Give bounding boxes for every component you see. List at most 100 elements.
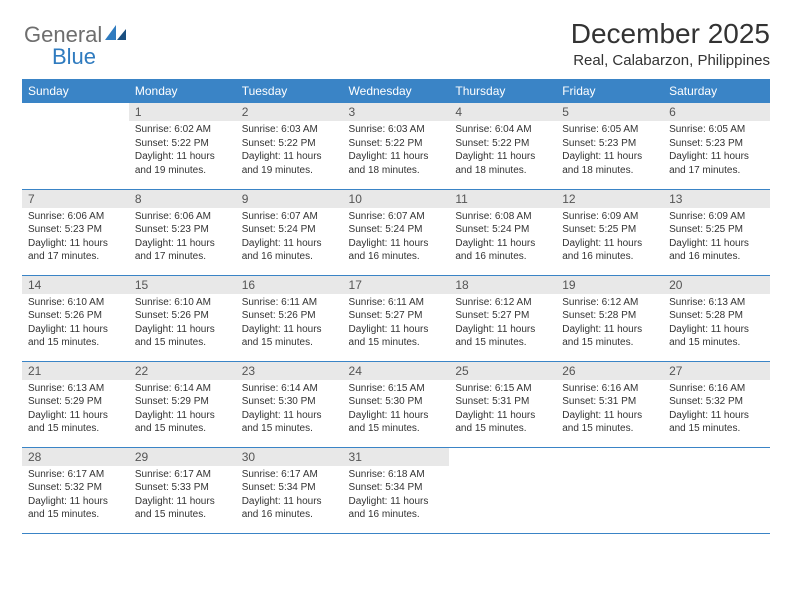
day-number	[663, 448, 770, 466]
day-number: 2	[236, 103, 343, 121]
day-content: Sunrise: 6:14 AMSunset: 5:29 PMDaylight:…	[129, 380, 236, 440]
day-content: Sunrise: 6:13 AMSunset: 5:29 PMDaylight:…	[22, 380, 129, 440]
day-number: 20	[663, 276, 770, 294]
day-content: Sunrise: 6:17 AMSunset: 5:32 PMDaylight:…	[22, 466, 129, 526]
day-content: Sunrise: 6:15 AMSunset: 5:30 PMDaylight:…	[343, 380, 450, 440]
day-number: 24	[343, 362, 450, 380]
day-number: 22	[129, 362, 236, 380]
day-number: 6	[663, 103, 770, 121]
day-content: Sunrise: 6:06 AMSunset: 5:23 PMDaylight:…	[22, 208, 129, 268]
day-content: Sunrise: 6:12 AMSunset: 5:27 PMDaylight:…	[449, 294, 556, 354]
calendar-day-cell: 20Sunrise: 6:13 AMSunset: 5:28 PMDayligh…	[663, 275, 770, 361]
day-content: Sunrise: 6:07 AMSunset: 5:24 PMDaylight:…	[343, 208, 450, 268]
logo-stack: General Blue	[24, 22, 128, 70]
day-number: 28	[22, 448, 129, 466]
day-content: Sunrise: 6:03 AMSunset: 5:22 PMDaylight:…	[236, 121, 343, 181]
day-number: 26	[556, 362, 663, 380]
day-number: 5	[556, 103, 663, 121]
weekday-header: Saturday	[663, 79, 770, 103]
calendar-day-cell: 24Sunrise: 6:15 AMSunset: 5:30 PMDayligh…	[343, 361, 450, 447]
calendar-week-row: 7Sunrise: 6:06 AMSunset: 5:23 PMDaylight…	[22, 189, 770, 275]
day-number: 12	[556, 190, 663, 208]
calendar-day-cell: 4Sunrise: 6:04 AMSunset: 5:22 PMDaylight…	[449, 103, 556, 189]
calendar-day-cell: 15Sunrise: 6:10 AMSunset: 5:26 PMDayligh…	[129, 275, 236, 361]
calendar-day-cell: 22Sunrise: 6:14 AMSunset: 5:29 PMDayligh…	[129, 361, 236, 447]
header: General December 2025 Real, Calabarzon, …	[22, 18, 770, 69]
day-content: Sunrise: 6:05 AMSunset: 5:23 PMDaylight:…	[556, 121, 663, 181]
day-content: Sunrise: 6:11 AMSunset: 5:26 PMDaylight:…	[236, 294, 343, 354]
weekday-header: Sunday	[22, 79, 129, 103]
calendar-day-cell: 10Sunrise: 6:07 AMSunset: 5:24 PMDayligh…	[343, 189, 450, 275]
day-content: Sunrise: 6:04 AMSunset: 5:22 PMDaylight:…	[449, 121, 556, 181]
day-number: 9	[236, 190, 343, 208]
day-number: 23	[236, 362, 343, 380]
calendar-day-cell	[449, 447, 556, 533]
day-number: 3	[343, 103, 450, 121]
day-number: 19	[556, 276, 663, 294]
day-number: 8	[129, 190, 236, 208]
calendar-day-cell: 31Sunrise: 6:18 AMSunset: 5:34 PMDayligh…	[343, 447, 450, 533]
calendar-day-cell: 14Sunrise: 6:10 AMSunset: 5:26 PMDayligh…	[22, 275, 129, 361]
day-content: Sunrise: 6:11 AMSunset: 5:27 PMDaylight:…	[343, 294, 450, 354]
day-number: 10	[343, 190, 450, 208]
day-content: Sunrise: 6:07 AMSunset: 5:24 PMDaylight:…	[236, 208, 343, 268]
calendar-day-cell: 5Sunrise: 6:05 AMSunset: 5:23 PMDaylight…	[556, 103, 663, 189]
day-number: 30	[236, 448, 343, 466]
weekday-header: Wednesday	[343, 79, 450, 103]
calendar-day-cell: 11Sunrise: 6:08 AMSunset: 5:24 PMDayligh…	[449, 189, 556, 275]
day-number: 15	[129, 276, 236, 294]
weekday-header: Monday	[129, 79, 236, 103]
day-content: Sunrise: 6:10 AMSunset: 5:26 PMDaylight:…	[22, 294, 129, 354]
calendar-day-cell: 13Sunrise: 6:09 AMSunset: 5:25 PMDayligh…	[663, 189, 770, 275]
weekday-header: Tuesday	[236, 79, 343, 103]
day-number: 7	[22, 190, 129, 208]
calendar-week-row: 21Sunrise: 6:13 AMSunset: 5:29 PMDayligh…	[22, 361, 770, 447]
day-content: Sunrise: 6:12 AMSunset: 5:28 PMDaylight:…	[556, 294, 663, 354]
day-number: 25	[449, 362, 556, 380]
day-number: 1	[129, 103, 236, 121]
calendar-day-cell: 28Sunrise: 6:17 AMSunset: 5:32 PMDayligh…	[22, 447, 129, 533]
day-content: Sunrise: 6:02 AMSunset: 5:22 PMDaylight:…	[129, 121, 236, 181]
day-content: Sunrise: 6:16 AMSunset: 5:32 PMDaylight:…	[663, 380, 770, 440]
logo-text-blue: Blue	[52, 44, 128, 70]
calendar-day-cell: 16Sunrise: 6:11 AMSunset: 5:26 PMDayligh…	[236, 275, 343, 361]
day-number: 4	[449, 103, 556, 121]
month-title: December 2025	[571, 18, 770, 50]
calendar-day-cell: 29Sunrise: 6:17 AMSunset: 5:33 PMDayligh…	[129, 447, 236, 533]
day-content: Sunrise: 6:17 AMSunset: 5:34 PMDaylight:…	[236, 466, 343, 526]
day-content: Sunrise: 6:16 AMSunset: 5:31 PMDaylight:…	[556, 380, 663, 440]
day-number: 13	[663, 190, 770, 208]
calendar-day-cell: 25Sunrise: 6:15 AMSunset: 5:31 PMDayligh…	[449, 361, 556, 447]
day-number: 17	[343, 276, 450, 294]
calendar-day-cell: 17Sunrise: 6:11 AMSunset: 5:27 PMDayligh…	[343, 275, 450, 361]
day-content: Sunrise: 6:03 AMSunset: 5:22 PMDaylight:…	[343, 121, 450, 181]
calendar-day-cell: 30Sunrise: 6:17 AMSunset: 5:34 PMDayligh…	[236, 447, 343, 533]
day-content: Sunrise: 6:14 AMSunset: 5:30 PMDaylight:…	[236, 380, 343, 440]
day-content: Sunrise: 6:15 AMSunset: 5:31 PMDaylight:…	[449, 380, 556, 440]
calendar-day-cell: 1Sunrise: 6:02 AMSunset: 5:22 PMDaylight…	[129, 103, 236, 189]
day-content: Sunrise: 6:05 AMSunset: 5:23 PMDaylight:…	[663, 121, 770, 181]
calendar-day-cell: 3Sunrise: 6:03 AMSunset: 5:22 PMDaylight…	[343, 103, 450, 189]
day-number: 11	[449, 190, 556, 208]
calendar-week-row: 1Sunrise: 6:02 AMSunset: 5:22 PMDaylight…	[22, 103, 770, 189]
calendar-day-cell: 19Sunrise: 6:12 AMSunset: 5:28 PMDayligh…	[556, 275, 663, 361]
weekday-header-row: SundayMondayTuesdayWednesdayThursdayFrid…	[22, 79, 770, 103]
day-content: Sunrise: 6:18 AMSunset: 5:34 PMDaylight:…	[343, 466, 450, 526]
day-number: 31	[343, 448, 450, 466]
day-content: Sunrise: 6:09 AMSunset: 5:25 PMDaylight:…	[663, 208, 770, 268]
day-number: 21	[22, 362, 129, 380]
calendar-body: 1Sunrise: 6:02 AMSunset: 5:22 PMDaylight…	[22, 103, 770, 533]
calendar-table: SundayMondayTuesdayWednesdayThursdayFrid…	[22, 79, 770, 534]
day-number: 18	[449, 276, 556, 294]
weekday-header: Friday	[556, 79, 663, 103]
calendar-day-cell: 23Sunrise: 6:14 AMSunset: 5:30 PMDayligh…	[236, 361, 343, 447]
calendar-week-row: 14Sunrise: 6:10 AMSunset: 5:26 PMDayligh…	[22, 275, 770, 361]
calendar-day-cell: 6Sunrise: 6:05 AMSunset: 5:23 PMDaylight…	[663, 103, 770, 189]
location: Real, Calabarzon, Philippines	[571, 52, 770, 69]
calendar-day-cell: 2Sunrise: 6:03 AMSunset: 5:22 PMDaylight…	[236, 103, 343, 189]
calendar-day-cell: 9Sunrise: 6:07 AMSunset: 5:24 PMDaylight…	[236, 189, 343, 275]
calendar-day-cell: 18Sunrise: 6:12 AMSunset: 5:27 PMDayligh…	[449, 275, 556, 361]
logo-sail-icon-2	[104, 24, 128, 47]
day-number: 16	[236, 276, 343, 294]
day-content: Sunrise: 6:09 AMSunset: 5:25 PMDaylight:…	[556, 208, 663, 268]
